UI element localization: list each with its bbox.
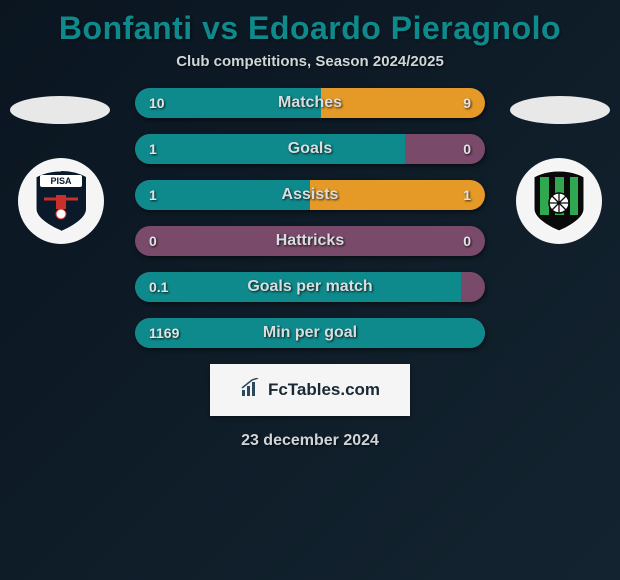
player-ellipse-left xyxy=(10,96,110,124)
stat-row-min-per-goal: 1169Min per goal xyxy=(135,318,485,348)
stat-label: Goals per match xyxy=(135,278,485,296)
stat-label: Hattricks xyxy=(135,232,485,250)
team-badge-left-inner: PISA xyxy=(30,167,92,235)
footer-box: FcTables.com xyxy=(210,364,410,416)
stat-row-goals-per-match: 0.1Goals per match xyxy=(135,272,485,302)
team-badge-left: PISA xyxy=(18,158,104,244)
stat-label: Matches xyxy=(135,94,485,112)
team-badge-right xyxy=(516,158,602,244)
page-title: Bonfanti vs Edoardo Pieragnolo xyxy=(0,0,620,47)
stat-row-assists: 1Assists1 xyxy=(135,180,485,210)
stat-value-right: 0 xyxy=(463,141,471,157)
stat-row-goals: 1Goals0 xyxy=(135,134,485,164)
stat-row-hattricks: 0Hattricks0 xyxy=(135,226,485,256)
stat-row-matches: 10Matches9 xyxy=(135,88,485,118)
stat-bars: 10Matches91Goals01Assists10Hattricks00.1… xyxy=(135,88,485,348)
stat-value-right: 9 xyxy=(463,95,471,111)
pisa-badge-text: PISA xyxy=(50,176,72,186)
sassuolo-shield-icon xyxy=(530,169,588,233)
comparison-area: PISA 10Matches91Goals01Assists10Hattrick… xyxy=(0,88,620,450)
stat-label: Min per goal xyxy=(135,324,485,342)
date-text: 23 december 2024 xyxy=(0,432,620,450)
pisa-shield-icon: PISA xyxy=(32,169,90,233)
player-ellipse-right xyxy=(510,96,610,124)
stat-value-right: 1 xyxy=(463,187,471,203)
stat-value-right: 0 xyxy=(463,233,471,249)
stat-label: Goals xyxy=(135,140,485,158)
stat-label: Assists xyxy=(135,186,485,204)
chart-icon xyxy=(240,378,262,403)
subtitle: Club competitions, Season 2024/2025 xyxy=(0,53,620,70)
team-badge-right-inner xyxy=(528,167,590,235)
footer-site-text: FcTables.com xyxy=(268,380,380,400)
